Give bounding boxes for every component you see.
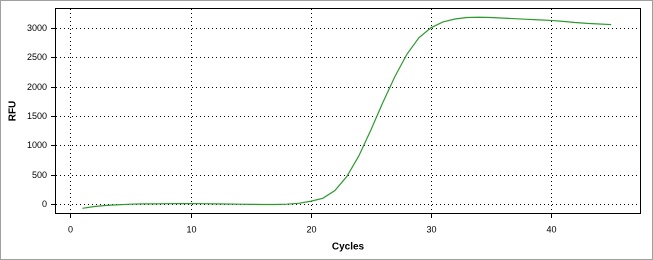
y-tick-label: 3000 — [27, 23, 47, 33]
y-tick-label: 0 — [42, 199, 47, 209]
rfu-curve — [82, 16, 612, 209]
x-tick-label: 10 — [186, 224, 196, 234]
y-tick-label: 500 — [32, 170, 47, 180]
x-axis-title: Cycles — [332, 242, 365, 253]
y-tick-label: 2000 — [27, 82, 47, 92]
plot-area — [55, 8, 641, 214]
x-tick-label: 40 — [546, 224, 556, 234]
y-axis-title: RFU — [8, 101, 19, 122]
y-tick-label: 1500 — [27, 111, 47, 121]
y-tick-label: 2500 — [27, 52, 47, 62]
x-tick-label: 20 — [306, 224, 316, 234]
x-tick-label: 30 — [426, 224, 436, 234]
x-tick-label: 0 — [68, 224, 73, 234]
y-tick-label: 1000 — [27, 140, 47, 150]
